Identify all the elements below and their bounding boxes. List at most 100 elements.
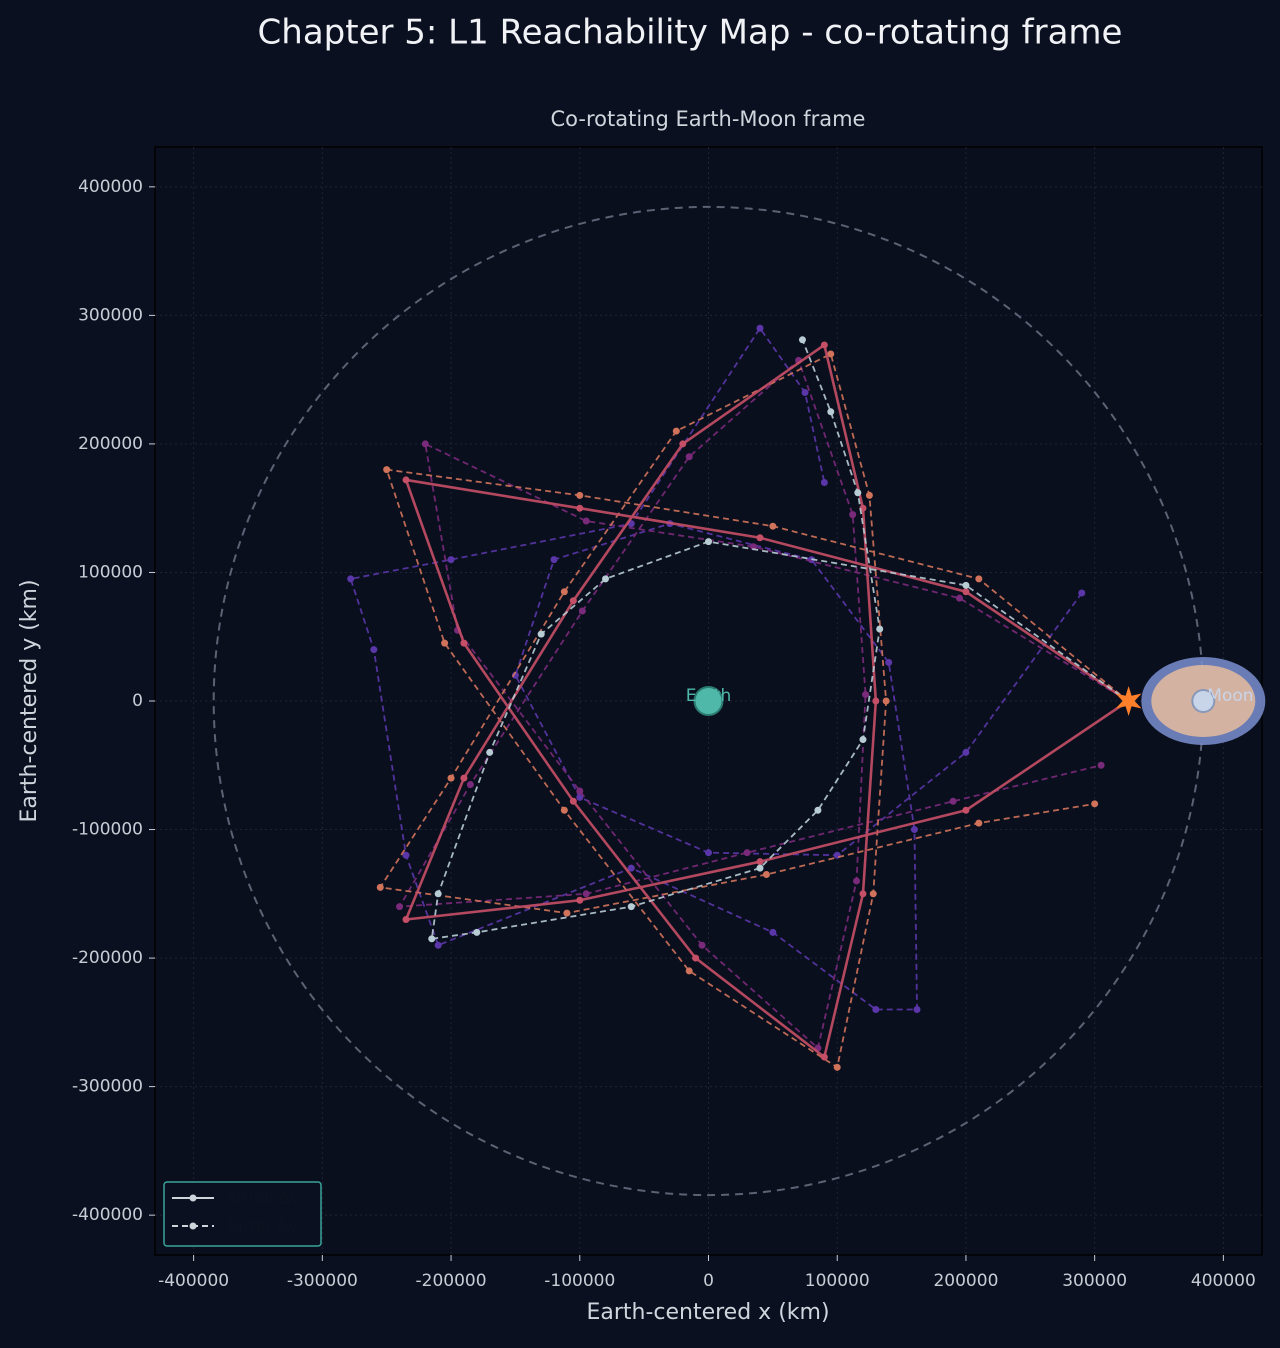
trajectory-point	[563, 909, 571, 917]
trajectory-point	[854, 489, 862, 497]
trajectory-point	[560, 806, 568, 814]
trajectory-point	[602, 575, 610, 583]
trajectory-point	[576, 491, 584, 499]
trajectory-point	[859, 890, 867, 898]
trajectory-point	[627, 903, 635, 911]
trajectory-point	[434, 941, 442, 949]
trajectory-point	[913, 1005, 921, 1013]
trajectory-point	[383, 466, 391, 474]
trajectory-point	[685, 453, 693, 461]
legend: small Δv large Δv	[163, 1181, 322, 1247]
y-tick-label: -200000	[72, 948, 143, 968]
trajectory-point	[975, 819, 983, 827]
trajectory-point	[862, 691, 870, 699]
trajectory-point	[833, 1063, 841, 1071]
trajectory-point	[705, 849, 712, 857]
x-tick-label: 300000	[1062, 1271, 1127, 1291]
subtitle: Co-rotating Earth-Moon frame	[551, 107, 866, 131]
trajectory-point	[869, 890, 877, 898]
trajectory-point	[569, 797, 577, 805]
trajectory-point	[627, 864, 635, 872]
trajectory-point	[756, 324, 764, 332]
trajectory-point	[814, 806, 822, 814]
trajectory-point	[1097, 761, 1105, 769]
trajectory-point	[820, 341, 828, 349]
trajectory-point	[402, 476, 410, 484]
trajectory-point	[347, 575, 355, 583]
trajectory-point	[692, 954, 700, 962]
trajectory-point	[827, 408, 835, 416]
trajectory-point	[956, 594, 964, 602]
trajectory-point	[434, 890, 442, 898]
trajectory-point	[962, 748, 970, 756]
trajectory-point	[962, 588, 970, 596]
x-tick-label: -300000	[287, 1271, 358, 1291]
x-tick-label: -200000	[416, 1271, 487, 1291]
trajectory-point	[756, 858, 764, 866]
trajectory-point	[576, 896, 584, 904]
trajectory-point	[466, 781, 474, 789]
y-tick-label: 100000	[78, 562, 143, 582]
trajectory-point	[882, 697, 890, 705]
trajectory-point	[582, 890, 590, 898]
trajectory-point	[578, 607, 586, 615]
trajectory-point	[447, 774, 455, 782]
trajectory-point	[370, 646, 378, 654]
y-tick-label: 300000	[78, 305, 143, 325]
trajectory-point	[756, 864, 764, 872]
trajectory-point	[853, 877, 861, 885]
trajectory-point	[486, 748, 494, 756]
trajectory-point	[1091, 800, 1099, 808]
y-tick-label: -100000	[72, 820, 143, 840]
trajectory-point	[962, 581, 970, 589]
earth-label: Earth	[686, 686, 732, 706]
y-tick-label: 400000	[78, 177, 143, 197]
trajectory-point	[582, 517, 590, 525]
y-tick-label: -400000	[72, 1205, 143, 1225]
trajectory-point	[447, 556, 455, 564]
trajectory-point	[962, 806, 970, 814]
x-tick-label: -400000	[158, 1271, 229, 1291]
trajectory-point	[756, 534, 764, 542]
y-tick-label: -300000	[72, 1077, 143, 1097]
plot: Earth Moon	[212, 205, 1266, 1197]
trajectory-point	[441, 639, 449, 647]
trajectory-point	[885, 658, 893, 666]
trajectory-point	[705, 538, 712, 546]
y-tick-label: 0	[132, 691, 143, 711]
trajectory-point	[865, 491, 873, 499]
trajectory-point	[801, 389, 809, 397]
trajectory-point	[560, 588, 568, 596]
y-tick-label: 200000	[78, 434, 143, 454]
trajectory-point	[820, 1053, 828, 1061]
x-tick-label: -100000	[544, 1271, 615, 1291]
trajectory-point	[949, 797, 957, 805]
trajectory-point	[872, 697, 880, 705]
legend-marker	[189, 1194, 197, 1202]
y-axis-label: Earth-centered y (km)	[17, 579, 42, 822]
trajectory-point	[672, 427, 680, 435]
trajectory-point	[1078, 589, 1086, 597]
trajectory-point	[576, 793, 584, 801]
trajectory-point	[910, 826, 918, 834]
trajectory-point	[473, 928, 481, 936]
trajectory-point	[460, 639, 468, 647]
x-tick-label: 100000	[805, 1271, 870, 1291]
trajectory-point	[537, 630, 545, 638]
trajectory-point	[698, 941, 706, 949]
trajectory-point	[872, 1005, 880, 1013]
trajectory-point	[396, 903, 404, 911]
trajectory-point	[820, 478, 828, 486]
x-axis-label: Earth-centered x (km)	[586, 1300, 829, 1325]
trajectory-point	[576, 504, 584, 512]
trajectory-point	[421, 440, 429, 448]
trajectory-point	[750, 543, 758, 551]
moon-label: Moon	[1207, 686, 1253, 706]
grid: -400000 -300000 -200000 -100000 0 100000 20000…	[72, 147, 1262, 1291]
trajectory-point	[849, 511, 857, 519]
x-tick-label: 400000	[1191, 1271, 1256, 1291]
trajectory-point	[859, 736, 867, 744]
x-tick-label: 0	[703, 1271, 714, 1291]
trajectory-point	[402, 851, 410, 859]
